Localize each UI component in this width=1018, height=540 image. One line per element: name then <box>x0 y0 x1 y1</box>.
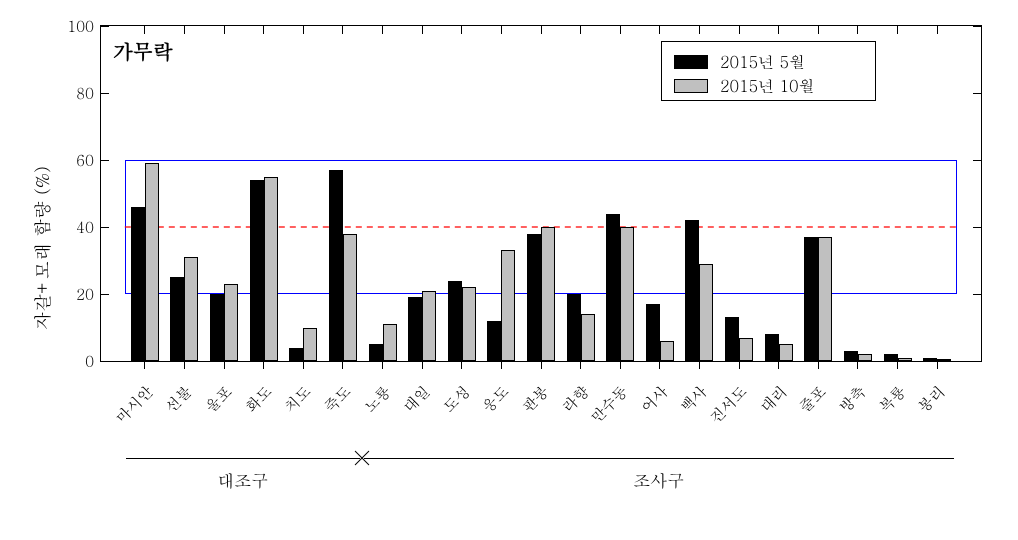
bar <box>369 344 383 361</box>
x-tick <box>659 361 660 369</box>
group-line <box>126 458 360 459</box>
x-tick <box>778 361 779 369</box>
x-tick <box>659 26 660 34</box>
bar <box>170 277 184 361</box>
bar <box>898 358 912 361</box>
bar <box>527 234 541 361</box>
bar <box>303 328 317 362</box>
bar <box>487 321 501 361</box>
bar <box>408 297 422 361</box>
bar <box>606 214 620 361</box>
bars-layer <box>101 26 981 361</box>
chart-container: 자갈+모래 함량 (%) 가무락 020406080100 2015년 5월20… <box>0 0 1018 540</box>
group-line <box>364 458 955 459</box>
bar <box>184 257 198 361</box>
bar <box>923 358 937 361</box>
y-tick-label: 60 <box>56 150 94 171</box>
x-tick <box>818 361 819 369</box>
x-tick <box>263 26 264 34</box>
y-tick-label: 20 <box>56 284 94 305</box>
x-tick <box>857 361 858 369</box>
bar <box>567 294 581 361</box>
bar <box>884 354 898 361</box>
x-tick <box>937 361 938 369</box>
bar <box>699 264 713 361</box>
bar <box>541 227 555 361</box>
x-tick <box>739 26 740 34</box>
x-tick <box>303 26 304 34</box>
y-tick-label: 0 <box>56 351 94 372</box>
bar <box>250 180 264 361</box>
x-tick <box>541 361 542 369</box>
x-tick <box>184 361 185 369</box>
y-axis-title: 자갈+모래 함량 (%) <box>30 166 55 330</box>
x-tick <box>580 361 581 369</box>
bar <box>765 334 779 361</box>
plot-area: 가무락 020406080100 2015년 5월2015년 10월 <box>100 25 982 362</box>
bar <box>646 304 660 361</box>
bar <box>210 294 224 361</box>
bar <box>685 220 699 361</box>
x-tick <box>224 26 225 34</box>
bar <box>739 338 753 361</box>
x-tick <box>461 361 462 369</box>
x-tick <box>857 26 858 34</box>
x-tick <box>699 361 700 369</box>
x-tick <box>541 26 542 34</box>
x-tick <box>897 361 898 369</box>
bar <box>858 354 872 361</box>
x-tick <box>382 361 383 369</box>
x-tick <box>303 361 304 369</box>
bar <box>620 227 634 361</box>
bar <box>779 344 793 361</box>
x-tick <box>144 26 145 34</box>
x-tick <box>461 26 462 34</box>
x-tick <box>739 361 740 369</box>
bar <box>937 359 951 361</box>
bar <box>725 317 739 361</box>
x-tick <box>422 361 423 369</box>
x-tick <box>501 361 502 369</box>
bar <box>581 314 595 361</box>
x-tick <box>937 26 938 34</box>
y-tick-label: 40 <box>56 217 94 238</box>
bar <box>448 281 462 361</box>
y-tick-label: 80 <box>56 83 94 104</box>
x-tick <box>342 361 343 369</box>
bar <box>264 177 278 361</box>
bar <box>329 170 343 361</box>
bar <box>660 341 674 361</box>
bar <box>844 351 858 361</box>
x-tick <box>263 361 264 369</box>
x-tick <box>778 26 779 34</box>
bar <box>343 234 357 361</box>
x-tick <box>501 26 502 34</box>
bar <box>818 237 832 361</box>
bar <box>462 287 476 361</box>
x-tick <box>184 26 185 34</box>
x-tick <box>382 26 383 34</box>
x-tick <box>580 26 581 34</box>
bar <box>383 324 397 361</box>
bar <box>289 348 303 361</box>
x-tick <box>144 361 145 369</box>
bar <box>224 284 238 361</box>
y-tick-label: 100 <box>56 16 94 37</box>
x-tick <box>342 26 343 34</box>
x-tick <box>620 361 621 369</box>
bar <box>131 207 145 361</box>
group-label: 조사구 <box>633 468 684 492</box>
x-tick <box>224 361 225 369</box>
bar <box>804 237 818 361</box>
x-tick <box>699 26 700 34</box>
x-tick <box>620 26 621 34</box>
bar <box>422 291 436 361</box>
group-separator <box>350 446 374 470</box>
x-tick <box>897 26 898 34</box>
x-tick <box>818 26 819 34</box>
x-tick <box>422 26 423 34</box>
group-label: 대조구 <box>217 468 268 492</box>
bar <box>145 163 159 361</box>
bar <box>501 250 515 361</box>
